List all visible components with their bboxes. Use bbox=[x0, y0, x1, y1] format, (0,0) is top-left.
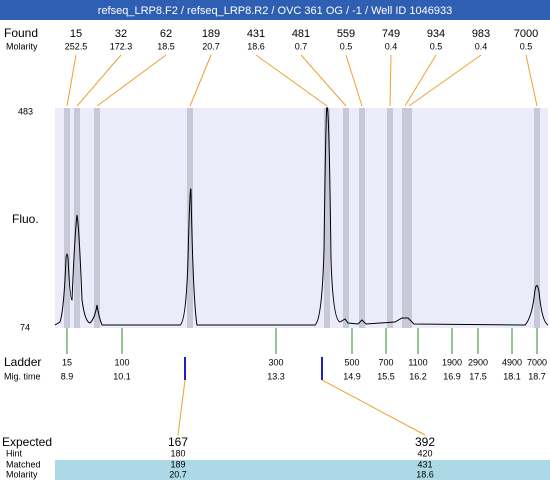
ladder-marker bbox=[321, 357, 323, 380]
found-size: 431 bbox=[247, 28, 265, 40]
found-molarity: 252.5 bbox=[65, 41, 88, 51]
expected-molarity: 18.6 bbox=[416, 469, 434, 479]
peak-band bbox=[534, 108, 540, 328]
title-bar bbox=[0, 0, 550, 20]
expected-expected: 392 bbox=[415, 435, 435, 449]
plot-area bbox=[55, 108, 548, 328]
found-size: 481 bbox=[292, 28, 310, 40]
expected-molarity: 20.7 bbox=[169, 469, 187, 479]
found-size: 7000 bbox=[514, 28, 538, 40]
found-size: 15 bbox=[70, 28, 82, 40]
ladder-label: Ladder bbox=[4, 355, 41, 369]
ladder-size: 7000 bbox=[527, 357, 547, 367]
found-molarity: 20.7 bbox=[202, 41, 220, 51]
ladder-time: 13.3 bbox=[267, 371, 285, 381]
peak-connector bbox=[389, 54, 392, 107]
y-min-label: 74 bbox=[20, 322, 30, 332]
peak-band bbox=[343, 108, 349, 328]
peak-band bbox=[187, 108, 193, 328]
ladder-size: 100 bbox=[114, 357, 129, 367]
ladder-time: 18.1 bbox=[503, 371, 521, 381]
trace bbox=[54, 107, 549, 326]
expected-row-label: Expected bbox=[2, 435, 52, 449]
ladder-size: 15 bbox=[62, 357, 72, 367]
found-molarity: 0.5 bbox=[520, 41, 533, 51]
peak-band bbox=[402, 108, 408, 328]
expected-connector bbox=[321, 379, 426, 436]
found-size: 559 bbox=[337, 28, 355, 40]
found-molarity: 0.5 bbox=[340, 41, 353, 51]
peak-connector bbox=[189, 54, 212, 107]
title: refseq_LRP8.F2 / refseq_LRP8.R2 / OVC 36… bbox=[98, 5, 452, 17]
found-size: 934 bbox=[427, 28, 445, 40]
expected-matched: 431 bbox=[417, 459, 432, 469]
peak-connector bbox=[404, 54, 437, 107]
peak-connector bbox=[345, 54, 363, 107]
ladder-size: 4900 bbox=[502, 357, 522, 367]
found-label: Found bbox=[4, 26, 38, 40]
found-size: 62 bbox=[160, 28, 172, 40]
expected-matched: 189 bbox=[170, 459, 185, 469]
matched-band bbox=[55, 460, 550, 480]
ladder-time: 18.7 bbox=[528, 371, 546, 381]
ladder-time: 14.9 bbox=[343, 371, 361, 381]
peak-connector bbox=[96, 54, 167, 107]
peak-connector bbox=[300, 54, 347, 107]
molarity-label: Molarity bbox=[6, 41, 38, 51]
expected-row-label: Matched bbox=[6, 459, 41, 469]
peak-connector bbox=[66, 54, 77, 107]
found-size: 983 bbox=[472, 28, 490, 40]
peak-connector bbox=[76, 54, 122, 107]
expected-hint: 180 bbox=[170, 448, 185, 458]
expected-row-label: Hint bbox=[6, 448, 23, 458]
found-molarity: 0.4 bbox=[385, 41, 398, 51]
expected-connector bbox=[177, 379, 186, 436]
expected-row-label: Molarity bbox=[6, 469, 38, 479]
ladder-size: 300 bbox=[268, 357, 283, 367]
ladder-time: 17.5 bbox=[469, 371, 487, 381]
found-molarity: 0.7 bbox=[295, 41, 308, 51]
y-axis-label: Fluo. bbox=[12, 212, 39, 226]
found-size: 32 bbox=[115, 28, 127, 40]
ladder-size: 2900 bbox=[468, 357, 488, 367]
expected-hint: 420 bbox=[417, 448, 432, 458]
peak-band bbox=[94, 108, 100, 328]
ladder-time: 8.9 bbox=[61, 371, 74, 381]
ladder-time: 10.1 bbox=[113, 371, 131, 381]
ladder-size: 1100 bbox=[408, 357, 427, 367]
found-molarity: 0.4 bbox=[475, 41, 488, 51]
ladder-marker bbox=[184, 357, 186, 380]
ladder-size: 700 bbox=[378, 357, 393, 367]
peak-connector bbox=[408, 54, 482, 107]
ladder-time: 15.5 bbox=[377, 371, 395, 381]
peak-band bbox=[387, 108, 393, 328]
peak-band bbox=[406, 108, 412, 328]
found-size: 189 bbox=[202, 28, 220, 40]
peak-connector bbox=[525, 54, 538, 107]
found-molarity: 18.5 bbox=[157, 41, 175, 51]
peak-band bbox=[324, 108, 330, 328]
y-max-label: 483 bbox=[18, 106, 33, 116]
found-molarity: 18.6 bbox=[247, 41, 265, 51]
found-molarity: 0.5 bbox=[430, 41, 443, 51]
peak-band bbox=[359, 108, 365, 328]
mig-time-label: Mig. time bbox=[4, 371, 41, 381]
ladder-size: 500 bbox=[344, 357, 359, 367]
ladder-time: 16.2 bbox=[409, 371, 427, 381]
peak-connector bbox=[255, 54, 328, 107]
ladder-size: 1900 bbox=[442, 357, 462, 367]
found-molarity: 172.3 bbox=[110, 41, 133, 51]
found-size: 749 bbox=[382, 28, 400, 40]
ladder-time: 16.9 bbox=[443, 371, 461, 381]
expected-expected: 167 bbox=[168, 435, 188, 449]
peak-band bbox=[64, 108, 70, 328]
